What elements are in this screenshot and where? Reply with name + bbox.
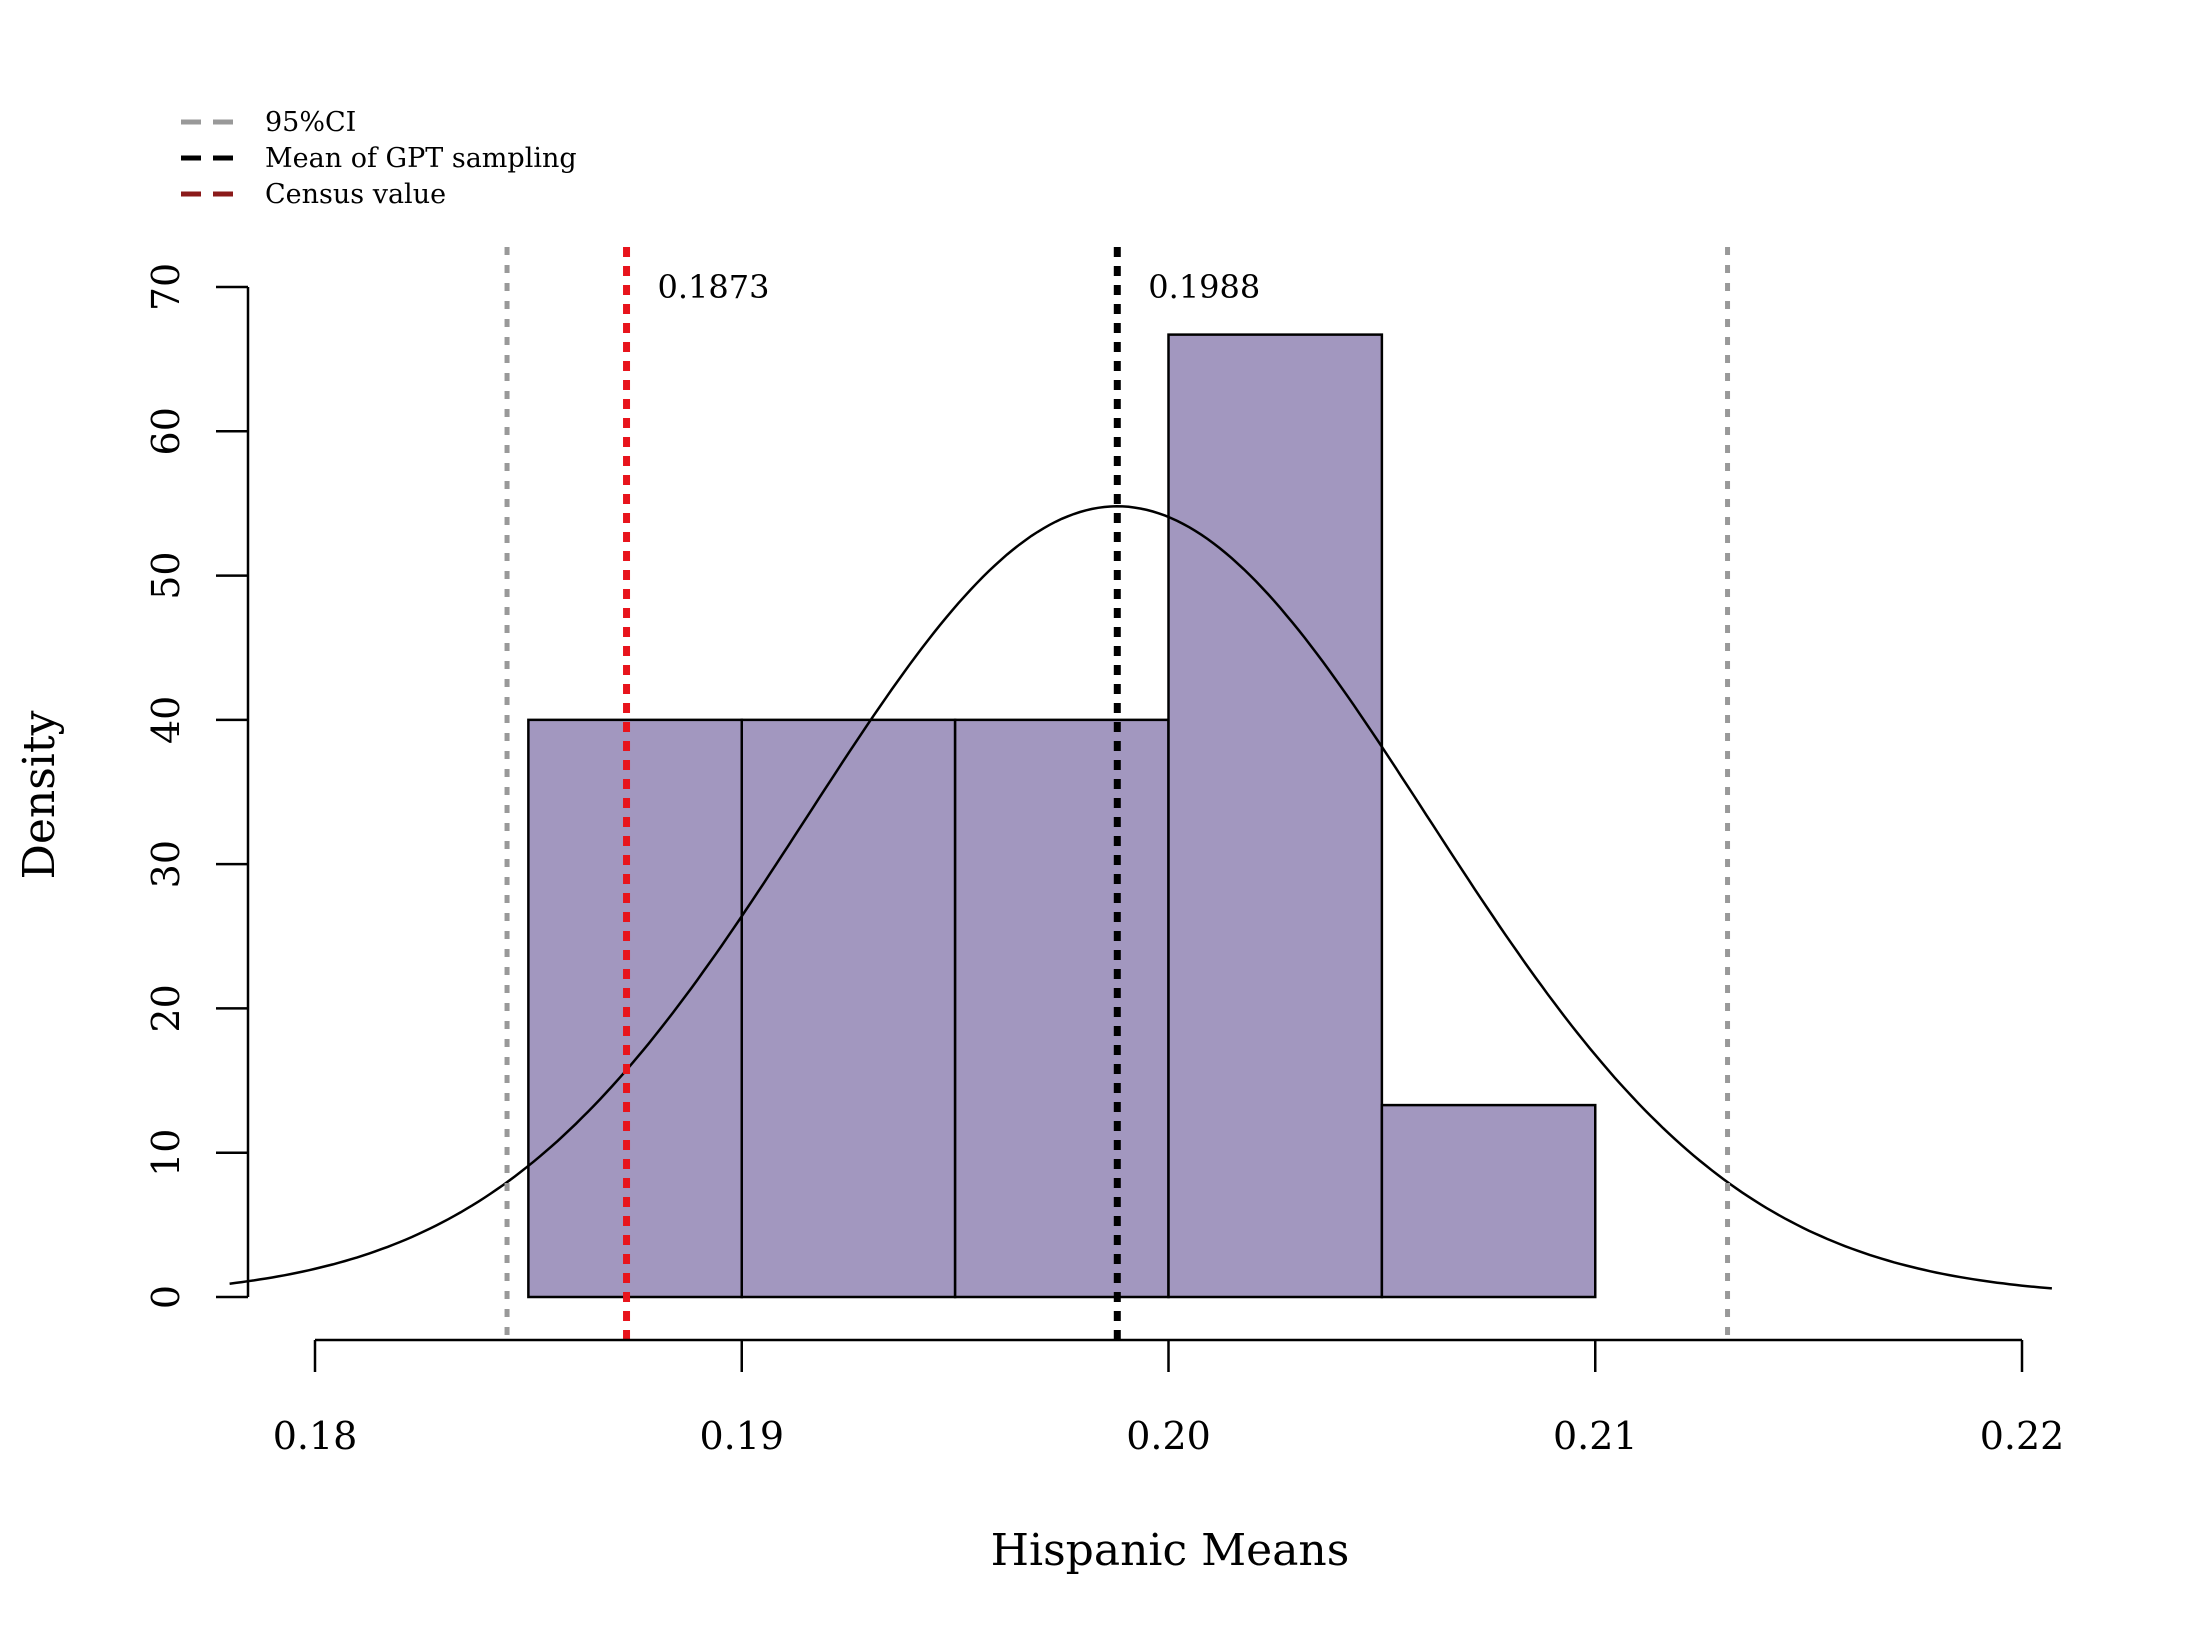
y-tick-label-30: 30 xyxy=(144,840,188,888)
y-tick-label-20: 20 xyxy=(144,984,188,1032)
histogram-bar-2 xyxy=(740,718,957,1299)
density-curve xyxy=(229,505,2053,1290)
x-tick-label-0.18: 0.18 xyxy=(273,1414,358,1458)
legend-label-1: 95%CI xyxy=(265,107,356,138)
histogram-bar-1 xyxy=(527,718,743,1299)
legend-label-2: Mean of GPT sampling xyxy=(265,143,577,174)
y-axis: 0 10 20 30 40 50 60 70 xyxy=(144,263,250,1309)
gpt-mean-label: 0.1988 xyxy=(1148,268,1260,306)
y-tick-label-10: 10 xyxy=(144,1129,188,1177)
y-tick-label-0: 0 xyxy=(144,1285,188,1309)
histogram-bar-5 xyxy=(1380,1103,1597,1299)
x-tick-label-0.20: 0.20 xyxy=(1126,1414,1211,1458)
reference-lines: 0.1873 0.1988 xyxy=(504,247,1731,1340)
y-tick-label-70: 70 xyxy=(144,263,188,311)
legend-label-3: Census value xyxy=(265,179,446,210)
y-axis-title: Density xyxy=(14,710,65,879)
x-axis: 0.18 0.19 0.20 0.21 0.22 xyxy=(273,1338,2065,1458)
y-tick-label-40: 40 xyxy=(144,696,188,744)
y-tick-label-60: 60 xyxy=(144,407,188,455)
x-axis-title: Hispanic Means xyxy=(991,1525,1350,1576)
histogram-bar-4 xyxy=(1167,333,1384,1299)
legend: 95%CI Mean of GPT sampling Census value xyxy=(181,107,577,210)
histogram-bar-3 xyxy=(953,718,1170,1299)
x-tick-label-0.19: 0.19 xyxy=(699,1414,784,1458)
x-tick-label-0.22: 0.22 xyxy=(1980,1414,2065,1458)
census-label: 0.1873 xyxy=(658,268,770,306)
histogram-bars xyxy=(527,333,1597,1299)
x-tick-label-0.21: 0.21 xyxy=(1553,1414,1638,1458)
y-tick-label-50: 50 xyxy=(144,551,188,599)
density-curve-group xyxy=(229,505,2053,1290)
